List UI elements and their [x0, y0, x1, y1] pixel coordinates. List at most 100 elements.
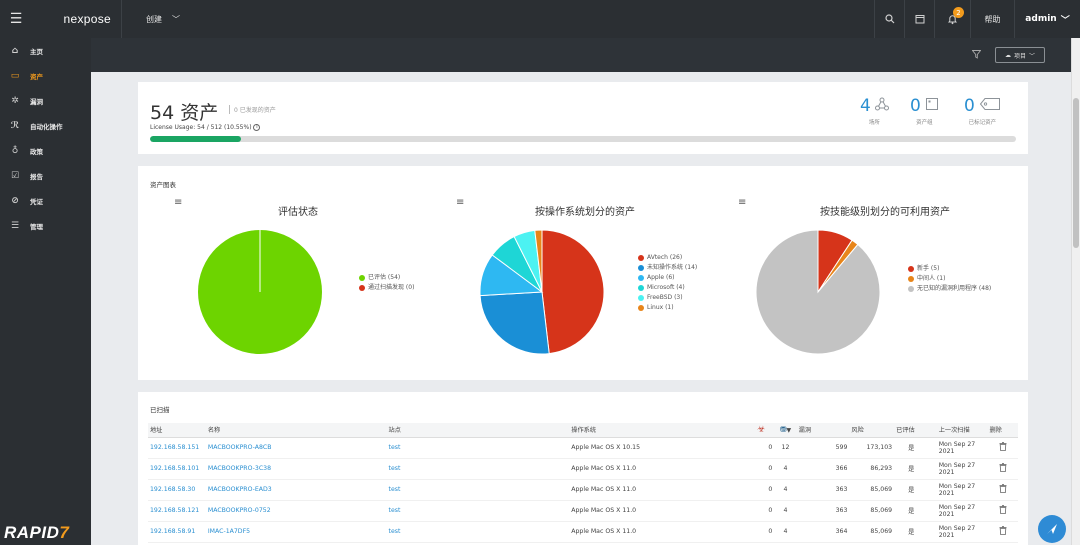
col-name[interactable]: 名称	[205, 423, 387, 438]
asset-name-link[interactable]: MACBOOKPRO-EAD3	[205, 479, 387, 501]
legend-item[interactable]: 通过扫描发现 (0)	[359, 283, 414, 293]
asset-address-link[interactable]: 192.168.58.121	[148, 500, 206, 522]
table-header-row: 地址 名称 站点 操作系统 ☣ ⛃▼ 漏洞 风险 已评估 上一次扫描 删除	[148, 423, 1018, 438]
pie-slice-1-5[interactable]	[534, 229, 543, 293]
legend-item[interactable]: Microsoft (4)	[638, 283, 697, 293]
chart-menu-icon[interactable]: ≡	[456, 197, 465, 208]
asset-vuln-count: 364	[796, 521, 850, 543]
delete-trash-icon[interactable]	[987, 500, 1018, 522]
info-icon[interactable]: i	[253, 124, 261, 131]
asset-site-link[interactable]: test	[386, 437, 570, 459]
notification-bell-icon[interactable]: 2	[934, 0, 970, 38]
col-last-scan[interactable]: 上一次扫描	[936, 423, 988, 438]
delete-trash-icon[interactable]	[987, 521, 1018, 543]
asset-assessed: 是	[894, 458, 937, 480]
table-row[interactable]: 192.168.58.121 MACBOOKPRO-0752 test Apple M…	[148, 500, 1018, 522]
legend-item[interactable]: Apple (6)	[638, 273, 697, 283]
chart-menu-icon[interactable]: ≡	[738, 197, 747, 208]
nexpose-logo[interactable]: nexpose	[32, 0, 122, 38]
table-row[interactable]: 192.168.58.30 MACBOOKPRO-EAD3 test Apple Ma…	[148, 479, 1018, 501]
sidebar-item[interactable]: ♁ 政策	[0, 138, 91, 163]
asset-site-link[interactable]: test	[386, 458, 570, 480]
sidebar-item[interactable]: ✲ 漏洞	[0, 88, 91, 113]
hamburger-menu-icon[interactable]: ☰	[9, 11, 23, 27]
discovered-assets-link[interactable]: 0 已发现的资产	[229, 105, 276, 114]
col-vulns[interactable]: 漏洞	[796, 423, 850, 438]
asset-site-link[interactable]: test	[386, 521, 570, 543]
legend-item[interactable]: 已评估 (54)	[359, 273, 414, 283]
license-progress-fill	[150, 136, 242, 142]
sidebar: ⌂ 主页 ▭ 资产 ✲ 漏洞 ℛ 自动化操作 ♁ 政策 ☑ 报告 ⊘ 凭证 ☰ 管理 RAPID7	[0, 38, 91, 545]
page-scrollbar[interactable]	[1071, 38, 1080, 545]
legend-item[interactable]: AVtech (26)	[638, 253, 697, 263]
chevron-down-icon: ﹀	[1029, 52, 1036, 60]
asset-malware-count: 0	[747, 500, 775, 522]
chart-menu-icon[interactable]: ≡	[174, 197, 183, 208]
col-malware[interactable]: ☣	[747, 423, 775, 438]
asset-name-link[interactable]: IMAC-1A7DF5	[205, 521, 387, 543]
asset-malware-count: 0	[747, 437, 775, 459]
cloud-icon: ☁	[1004, 51, 1011, 59]
sidebar-item[interactable]: ℛ 自动化操作	[0, 113, 91, 138]
scanned-assets-table: 地址 名称 站点 操作系统 ☣ ⛃▼ 漏洞 风险 已评估 上一次扫描 删除 19…	[148, 423, 1018, 543]
asset-name-link[interactable]: MACBOOKPRO-A8CB	[205, 437, 387, 459]
create-menu[interactable]: 创建 ﹀	[146, 14, 180, 25]
sidebar-item[interactable]: ☑ 报告	[0, 163, 91, 188]
legend-item[interactable]: FreeBSD (3)	[638, 293, 697, 303]
col-exploits[interactable]: ⛃▼	[774, 423, 797, 438]
col-risk[interactable]: 风险	[849, 423, 895, 438]
legend-item[interactable]: 无已知的漏洞利用程序 (48)	[908, 284, 1023, 294]
col-address[interactable]: 地址	[148, 423, 206, 438]
legend-label: 未知操作系统 (14)	[647, 264, 698, 271]
delete-trash-icon[interactable]	[987, 458, 1018, 480]
calendar-icon[interactable]	[904, 0, 934, 38]
asset-name-link[interactable]: MACBOOKPRO-3C38	[205, 458, 387, 480]
pie-slice-1-0[interactable]	[541, 229, 605, 355]
asset-groups-stat[interactable]: 0 资产组	[910, 96, 939, 126]
scroll-thumb[interactable]	[1073, 98, 1079, 248]
legend-item[interactable]: Linux (1)	[638, 303, 697, 313]
asset-site-link[interactable]: test	[386, 479, 570, 501]
sidebar-item[interactable]: ⌂ 主页	[0, 38, 91, 63]
asset-site-link[interactable]: test	[386, 500, 570, 522]
sidebar-item[interactable]: ☰ 管理	[0, 213, 91, 238]
os-chart-title: 按操作系统划分的资产	[535, 207, 635, 218]
sidebar-item[interactable]: ▭ 资产	[0, 63, 91, 88]
sites-stat[interactable]: 4 场所	[860, 96, 889, 126]
asset-address-link[interactable]: 192.168.58.30	[148, 479, 206, 501]
col-assessed[interactable]: 已评估	[894, 423, 937, 438]
table-row[interactable]: 192.168.58.91 IMAC-1A7DF5 test Apple Mac OS…	[148, 521, 1018, 543]
col-site[interactable]: 站点	[386, 423, 570, 438]
pie-slice-2-2[interactable]	[755, 229, 881, 355]
asset-exploit-count: 4	[774, 458, 797, 480]
user-menu[interactable]: admin ﹀	[1014, 0, 1080, 38]
asset-last-scan: Mon Sep 27 2021	[936, 479, 988, 501]
delete-trash-icon[interactable]	[987, 437, 1018, 459]
table-row[interactable]: 192.168.58.151 MACBOOKPRO-A8CB test Apple M…	[148, 437, 1018, 459]
assessment-status-chart-title: 评估状态	[278, 207, 318, 218]
asset-address-link[interactable]: 192.168.58.91	[148, 521, 206, 543]
legend-dot	[638, 295, 644, 301]
col-os[interactable]: 操作系统	[569, 423, 748, 438]
legend-item[interactable]: 新手 (5)	[908, 264, 1023, 274]
asset-vuln-count: 599	[796, 437, 850, 459]
pie-slice-1-1[interactable]	[479, 291, 550, 355]
sidebar-item[interactable]: ⊘ 凭证	[0, 188, 91, 213]
search-icon[interactable]	[874, 0, 904, 38]
table-row[interactable]: 192.168.58.101 MACBOOKPRO-3C38 test Apple M…	[148, 458, 1018, 480]
legend-item[interactable]: 中间人 (1)	[908, 274, 1023, 284]
asset-os: Apple Mac OS X 11.0	[569, 521, 748, 543]
exploit-chart-title: 按技能级别划分的可利用资产	[820, 207, 950, 218]
legend-item[interactable]: 未知操作系统 (14)	[638, 263, 697, 273]
tagged-assets-stat[interactable]: 0 已标记资产	[964, 96, 1001, 126]
delete-trash-icon[interactable]	[987, 479, 1018, 501]
project-dropdown[interactable]: ☁ 项目 ﹀	[995, 47, 1045, 63]
asset-address-link[interactable]: 192.168.58.151	[148, 437, 206, 459]
filter-icon[interactable]	[971, 50, 982, 62]
asset-groups-label: 资产组	[916, 120, 933, 126]
malware-biohazard-icon: ☣	[757, 424, 766, 435]
feedback-button[interactable]	[1038, 515, 1066, 543]
asset-name-link[interactable]: MACBOOKPRO-0752	[205, 500, 387, 522]
asset-address-link[interactable]: 192.168.58.101	[148, 458, 206, 480]
help-link[interactable]: 帮助	[970, 0, 1014, 38]
